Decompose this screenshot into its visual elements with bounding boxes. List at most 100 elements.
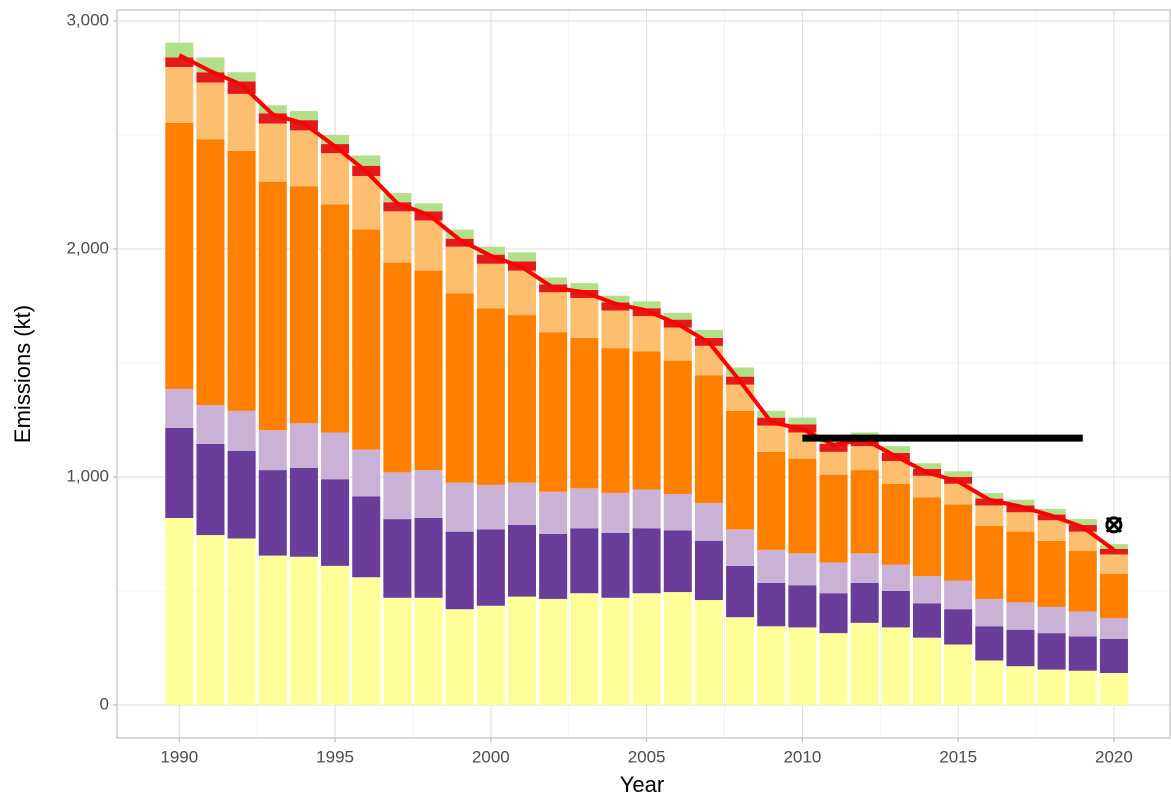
- y-axis-title: Emissions (kt): [10, 305, 35, 443]
- bar-segment: [694, 503, 723, 541]
- bar-segment: [321, 153, 350, 205]
- bar-segment: [196, 535, 225, 705]
- bar-segment: [476, 254, 505, 264]
- bar-segment: [694, 600, 723, 705]
- bar-segment: [819, 633, 848, 705]
- bar-segment: [912, 463, 942, 469]
- bar-segment: [1068, 636, 1097, 671]
- bar-segment: [850, 470, 879, 554]
- bar-segment: [975, 492, 1004, 499]
- target-marker: [1105, 516, 1123, 534]
- bar-segment: [289, 111, 318, 121]
- bar-segment: [975, 525, 1004, 599]
- bar-segment: [445, 531, 474, 610]
- bar-segment: [539, 292, 568, 333]
- bar-segment: [321, 565, 350, 705]
- bar-segment: [476, 484, 505, 530]
- bar-segment: [850, 622, 879, 705]
- bar-segment: [819, 451, 848, 475]
- bar-segment: [414, 470, 443, 518]
- bar-segment: [632, 316, 661, 352]
- bar-segment: [726, 565, 755, 618]
- total-line: [178, 53, 1116, 552]
- bar-segment: [1006, 666, 1035, 705]
- bar-segment: [1037, 669, 1066, 705]
- bar-segment: [539, 598, 568, 705]
- bar-segment: [694, 540, 723, 601]
- marker-part: [1105, 516, 1123, 534]
- bar-segment: [1099, 573, 1128, 619]
- bar-segment: [196, 82, 225, 140]
- bar-segment: [944, 644, 973, 705]
- bar-segment: [788, 627, 817, 705]
- bar-segment: [1068, 519, 1097, 525]
- bar-segment: [476, 605, 505, 705]
- bar-segment: [165, 427, 194, 518]
- bar-segment: [788, 585, 817, 628]
- x-tick-label: 2000: [472, 747, 510, 766]
- bar-segment: [445, 229, 474, 239]
- bar-segment: [850, 582, 879, 623]
- bar-segment: [1006, 531, 1035, 603]
- bar-segment: [601, 348, 630, 493]
- bar-segment: [227, 450, 256, 539]
- bar-segment: [383, 597, 412, 705]
- bar-segment: [663, 494, 692, 531]
- y-tick-label: 3,000: [66, 10, 109, 29]
- bar-segment: [570, 337, 599, 489]
- bar-segment: [1037, 520, 1066, 541]
- bar-segment: [445, 482, 474, 532]
- y-tick-label: 0: [100, 694, 109, 713]
- bar-segment: [819, 593, 848, 634]
- bar-segment: [881, 446, 910, 454]
- bar-segment: [601, 295, 630, 303]
- panel-border: [116, 9, 1171, 739]
- bar-segment: [601, 597, 630, 705]
- marker-part: [1105, 516, 1122, 533]
- bar-segment: [944, 471, 973, 477]
- bar-segment: [507, 596, 537, 705]
- bar-segment: [352, 496, 381, 578]
- bar-segment: [1099, 673, 1128, 705]
- bar-segment: [663, 312, 692, 320]
- bar-segment: [352, 449, 381, 497]
- bar-segment: [975, 598, 1004, 627]
- bar-segment: [1068, 670, 1097, 705]
- bar-segment: [258, 105, 287, 114]
- bar-segment: [539, 533, 568, 599]
- bar-segment: [788, 417, 817, 425]
- bar-segment: [476, 529, 505, 606]
- bar-segment: [445, 246, 474, 294]
- bar-segment: [912, 497, 942, 577]
- bar-segment: [258, 181, 287, 431]
- x-axis-title: Year: [620, 772, 664, 797]
- bar-segment: [196, 139, 225, 406]
- bar-segment: [476, 246, 505, 255]
- bar-segment: [757, 451, 786, 550]
- bar-segment: [850, 553, 879, 583]
- bar-segment: [227, 410, 256, 451]
- bar-segment: [694, 329, 723, 338]
- bar-segment: [1068, 551, 1097, 612]
- bar-segment: [539, 277, 568, 285]
- bar-segment: [196, 72, 225, 83]
- bar-segment: [632, 351, 661, 490]
- bar-segment: [165, 122, 194, 389]
- bar-segment: [632, 301, 661, 309]
- bar-segment: [165, 42, 194, 58]
- bar-segment: [258, 113, 287, 124]
- bar-segment: [1037, 540, 1066, 607]
- bar-segment: [445, 238, 474, 247]
- bar-segment: [663, 327, 692, 361]
- bar-segment: [321, 204, 350, 433]
- bar-segment: [944, 609, 973, 645]
- x-tick-label: 2010: [783, 747, 821, 766]
- bar-segment: [757, 582, 786, 627]
- bar-segment: [196, 443, 225, 536]
- bar-segment: [321, 134, 350, 145]
- bar-segment: [289, 556, 318, 705]
- bar-segment: [414, 270, 443, 471]
- x-tick-label: 1995: [316, 747, 354, 766]
- bar-segment: [227, 93, 256, 151]
- x-tick-label: 2020: [1095, 747, 1133, 766]
